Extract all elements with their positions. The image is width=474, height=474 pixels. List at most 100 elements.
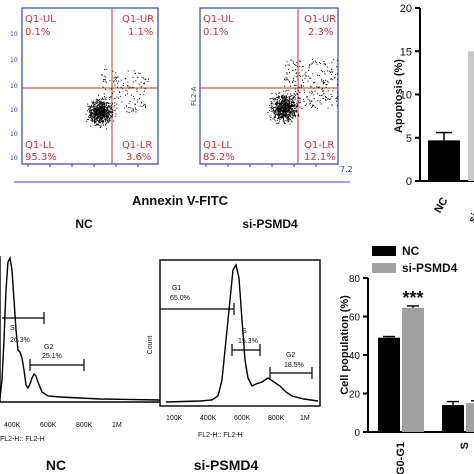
scatter-point <box>283 97 285 99</box>
scatter-point <box>321 89 323 91</box>
scatter-point <box>143 77 145 79</box>
scatter-point <box>278 117 279 119</box>
scatter-point <box>95 113 97 115</box>
scatter-point <box>313 82 315 84</box>
scatter-point <box>302 75 304 77</box>
scatter-point <box>143 105 145 106</box>
scatter-point <box>103 101 105 103</box>
scatter-point <box>145 106 146 108</box>
scatter-point <box>87 118 88 120</box>
scatter-point <box>276 108 278 110</box>
scatter-point <box>286 96 287 97</box>
scatter-point <box>299 65 301 67</box>
scatter-point <box>286 117 288 119</box>
scatter-point <box>285 98 287 100</box>
scatter-point <box>282 90 284 92</box>
q-ul-pct-nc: 0.1% <box>25 27 50 38</box>
scatter-points-si <box>267 58 338 125</box>
scatter-point <box>99 113 101 115</box>
scatter-point <box>287 104 289 106</box>
scatter-point <box>307 80 309 82</box>
scatter-point <box>135 109 137 111</box>
scatter-point <box>88 105 90 107</box>
scatter-point <box>102 109 104 111</box>
scatter-point <box>283 100 285 101</box>
scatter-point <box>287 107 289 109</box>
scatter-point <box>91 117 92 119</box>
scatter-point <box>270 103 272 105</box>
scatter-point <box>104 98 106 100</box>
scatter-point <box>297 105 299 107</box>
scatter-point <box>317 87 319 88</box>
scatter-point <box>296 92 298 94</box>
scatter-point <box>280 110 282 112</box>
scatter-point <box>290 105 292 107</box>
scatter-point <box>127 85 129 87</box>
scatter-point <box>278 104 280 106</box>
scatter-point <box>295 72 297 74</box>
scatter-point <box>105 113 107 115</box>
scatter-point <box>90 113 92 115</box>
scatter-point <box>100 107 102 109</box>
scatter-point <box>135 111 137 113</box>
scatter-point <box>89 107 91 109</box>
scatter-point <box>289 102 291 104</box>
scatter-point <box>89 114 91 116</box>
scatter-point <box>104 109 106 111</box>
scatter-point <box>279 100 281 102</box>
scatter-point <box>330 71 332 73</box>
scatter-point <box>103 124 104 126</box>
scatter-point <box>103 104 105 106</box>
scatter-point <box>270 108 272 110</box>
scatter-point <box>312 104 314 106</box>
scatter-point <box>277 117 279 119</box>
scatter-point <box>106 81 108 83</box>
scatter-point <box>133 70 135 72</box>
scatter-point <box>275 120 277 122</box>
scatter-point <box>291 110 293 112</box>
scatter-point <box>291 110 293 112</box>
scatter-point <box>98 110 100 112</box>
scatter-point <box>279 108 281 109</box>
scatter-point <box>331 62 333 64</box>
scatter-point <box>114 102 116 104</box>
scatter-point <box>337 98 338 100</box>
scatter-point <box>300 85 302 87</box>
scatter-point <box>292 61 294 63</box>
scatter-point <box>289 113 291 115</box>
scatter-point <box>117 97 119 99</box>
scatter-point <box>105 99 107 101</box>
label-nc-bottom: NC <box>46 457 66 473</box>
scatter-point <box>137 101 139 103</box>
scatter-point <box>282 115 284 116</box>
q-lr-name-nc: Q1-LR <box>122 140 152 151</box>
scatter-point <box>276 103 277 105</box>
scatter-point <box>302 98 304 100</box>
scatter-point <box>290 85 292 87</box>
scatter-point <box>106 102 108 104</box>
scatter-point <box>285 106 287 108</box>
scatter-point <box>97 113 99 115</box>
scatter-point <box>114 76 116 78</box>
scatter-point <box>101 97 103 99</box>
scatter-point <box>105 116 107 117</box>
scatter-point <box>273 109 274 111</box>
scatter-point <box>97 119 99 121</box>
scatter-point <box>108 120 110 122</box>
scatter-point <box>278 114 280 116</box>
scatter-point <box>111 88 113 90</box>
scatter-point <box>285 96 287 98</box>
scatter-point <box>325 64 326 66</box>
scatter-point <box>293 85 295 86</box>
scatter-point <box>278 97 280 99</box>
scatter-point <box>286 102 288 104</box>
scatter-point <box>138 98 140 100</box>
scatter-point <box>288 121 289 123</box>
scatter-point <box>101 99 102 101</box>
scatter-point <box>272 118 274 120</box>
scatter-point <box>86 110 88 112</box>
scatter-point <box>307 96 309 98</box>
scatter-point <box>316 86 318 88</box>
scatter-point <box>323 80 324 82</box>
scatter-point <box>296 62 298 64</box>
